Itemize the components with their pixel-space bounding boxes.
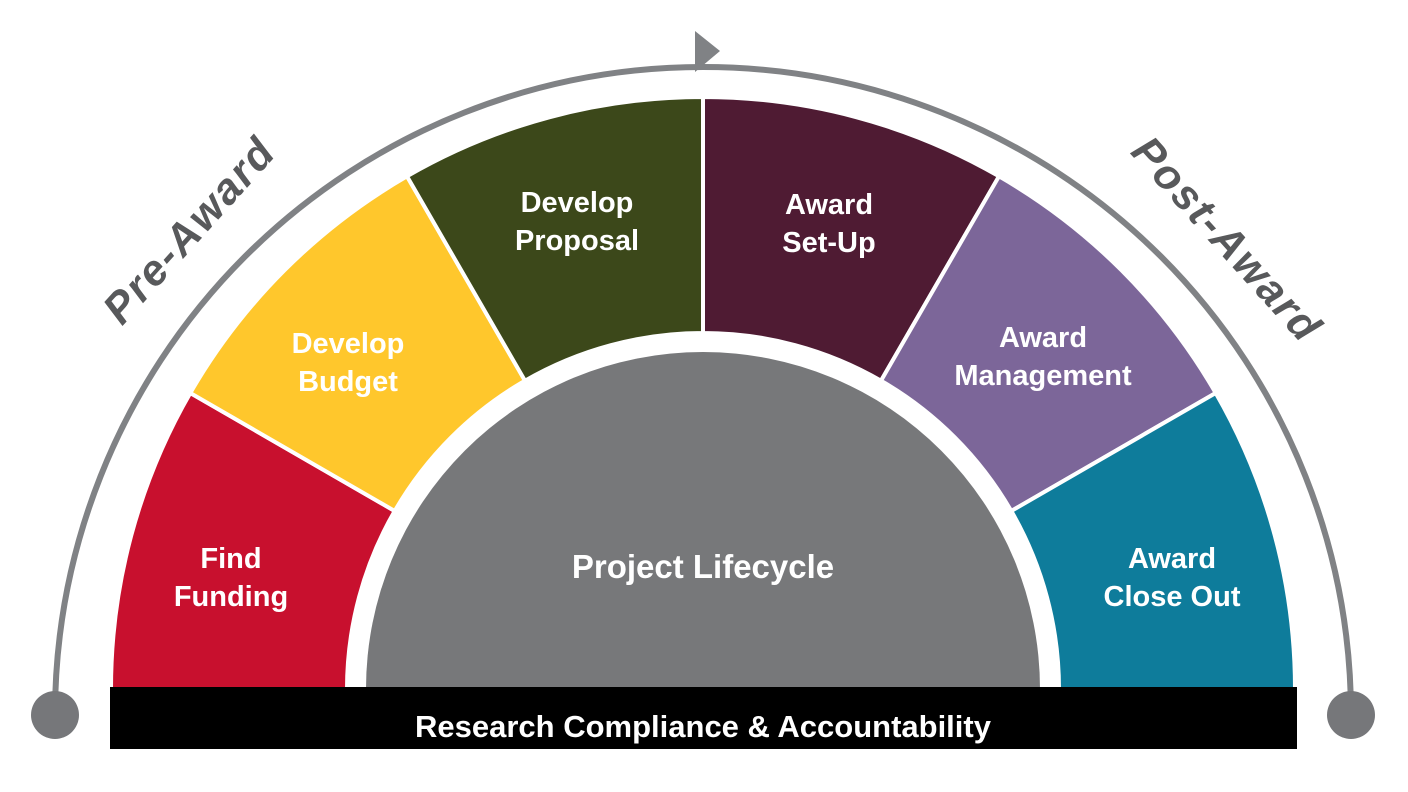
phase-arc-line	[52, 64, 1354, 716]
segment-label-develop-proposal: Develop Proposal	[515, 187, 639, 257]
arc-end-dot	[1327, 691, 1375, 739]
compliance-bar	[110, 687, 1297, 749]
arc-start-dot	[31, 691, 79, 739]
segment-label-line: Develop	[521, 187, 634, 219]
segment-label-award-set-up: Award Set-Up	[782, 189, 875, 259]
segment-label-develop-budget: Develop Budget	[292, 328, 405, 398]
segment-label-award-close-out: Award Close Out	[1104, 543, 1241, 613]
segment-label-line: Close Out	[1104, 581, 1241, 613]
segment-label-find-funding: Find Funding	[174, 543, 288, 613]
segment-label-line: Set-Up	[782, 227, 875, 259]
segment-label-line: Award	[785, 189, 873, 221]
inner-semicircle	[366, 352, 1040, 689]
segment-label-line: Award	[1128, 543, 1216, 575]
segment-label-line: Develop	[292, 328, 405, 360]
center-label: Project Lifecycle	[572, 548, 834, 585]
compliance-bar-label: Research Compliance & Accountability	[415, 709, 992, 744]
segment-label-line: Proposal	[515, 225, 639, 257]
segment-label-line: Management	[954, 360, 1132, 392]
segment-label-line: Find	[200, 543, 261, 575]
segment-label-line: Award	[999, 322, 1087, 354]
segment-label-award-management: Award Management	[954, 322, 1132, 392]
clockwise-arrow-icon	[695, 31, 720, 72]
segment-label-line: Funding	[174, 581, 288, 613]
segment-label-line: Budget	[298, 366, 398, 398]
